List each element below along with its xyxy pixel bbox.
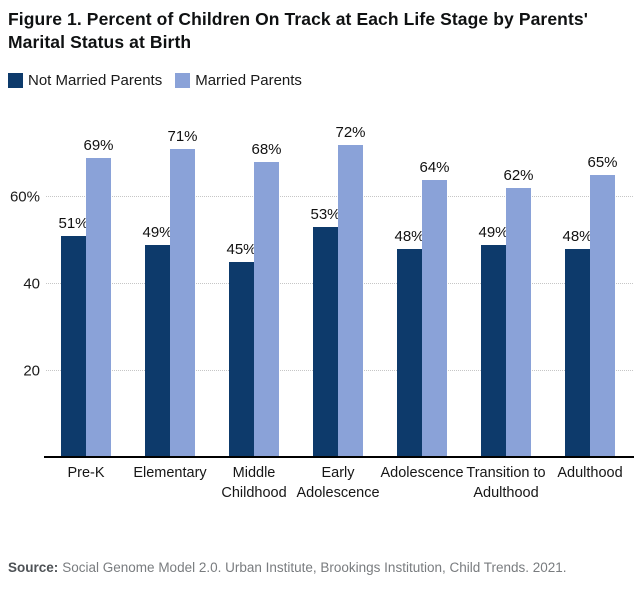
- source-text: Social Genome Model 2.0. Urban Institute…: [62, 559, 567, 575]
- bar-value-label: 49%: [478, 223, 509, 241]
- bar-value-label: 69%: [83, 136, 114, 154]
- bar-value-label: 64%: [419, 158, 450, 176]
- bar-group-4: 48% 64%: [394, 110, 450, 458]
- chart-title: Figure 1. Percent of Children On Track a…: [8, 9, 588, 52]
- bar-married: [254, 162, 279, 458]
- y-tick-label-40: 40: [23, 275, 40, 293]
- plot-area: 20 40 60% 51% 69% 49% 71% 45% 68% 53% 72% 48% 64% 49%…: [0, 110, 640, 458]
- bar-group-5: 49% 62%: [478, 110, 534, 458]
- bar-not_married: [313, 227, 338, 458]
- bar-group-0: 51% 69%: [58, 110, 114, 458]
- bar-not_married: [397, 249, 422, 458]
- bar-married: [590, 175, 615, 458]
- x-category-label-4: Adolescence: [380, 465, 464, 481]
- bar-not_married: [229, 262, 254, 458]
- bar-married: [338, 144, 363, 458]
- legend-swatch-married: [175, 73, 191, 88]
- bar-value-label: 51%: [58, 215, 89, 233]
- bar-married: [86, 157, 111, 458]
- legend-item-not-married: Not Married Parents: [8, 72, 162, 89]
- x-category-label-2: Middle Childhood: [221, 465, 287, 501]
- bar-value-label: 48%: [562, 228, 593, 246]
- bar-married: [170, 149, 195, 458]
- bar-value-label: 45%: [226, 241, 257, 259]
- bar-value-label: 62%: [503, 167, 534, 185]
- x-category-label-6: Adulthood: [557, 465, 623, 481]
- bar-value-label: 48%: [394, 228, 425, 246]
- bar-married: [506, 188, 531, 458]
- bar-not_married: [565, 249, 590, 458]
- bar-value-label: 71%: [167, 128, 198, 146]
- y-tick-label-60: 60%: [9, 188, 40, 206]
- bar-value-label: 49%: [142, 223, 173, 241]
- bar-value-label: 65%: [587, 154, 618, 172]
- bar-not_married: [481, 244, 506, 458]
- bar-group-2: 45% 68%: [226, 110, 282, 458]
- bar-groups: 51% 69% 49% 71% 45% 68% 53% 72% 48% 64% 49% 62% 48% 6…: [48, 110, 632, 458]
- bar-group-3: 53% 72%: [310, 110, 366, 458]
- bar-married: [422, 179, 447, 458]
- bar-not_married: [145, 244, 170, 458]
- legend-label-married: Married Parents: [195, 72, 302, 89]
- y-tick-label-20: 20: [23, 362, 40, 380]
- bar-not_married: [61, 236, 86, 458]
- x-category-label-3: Early Adolescence: [296, 465, 380, 501]
- legend-item-married: Married Parents: [175, 72, 302, 89]
- x-axis-labels: Pre-K Elementary Middle Childhood Early Ado…: [0, 463, 640, 533]
- x-axis-line: [44, 456, 634, 458]
- bar-value-label: 68%: [251, 141, 282, 159]
- bar-group-6: 48% 65%: [562, 110, 618, 458]
- source-note: Source: Social Genome Model 2.0. Urban In…: [8, 558, 602, 577]
- source-label: Source:: [8, 559, 59, 575]
- bar-group-1: 49% 71%: [142, 110, 198, 458]
- bar-value-label: 53%: [310, 206, 341, 224]
- legend: Not Married Parents Married Parents: [8, 72, 302, 89]
- x-category-label-1: Elementary: [133, 465, 207, 481]
- x-category-label-0: Pre-K: [67, 465, 105, 481]
- legend-swatch-not-married: [8, 73, 23, 88]
- legend-label-not-married: Not Married Parents: [28, 72, 163, 89]
- bar-value-label: 72%: [335, 123, 366, 141]
- x-category-label-5: Transition to Adulthood: [466, 465, 546, 501]
